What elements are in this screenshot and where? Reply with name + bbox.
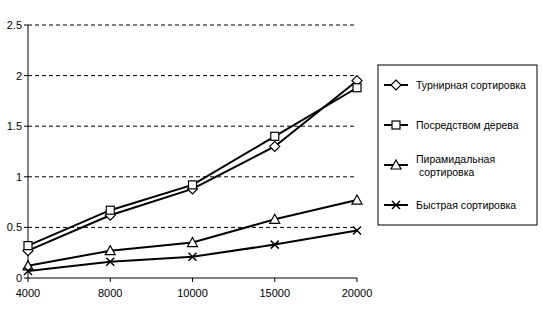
y-tick [24,126,28,127]
data-point [270,141,280,151]
y-tick [24,227,28,228]
x-tick [274,278,275,282]
data-point [188,238,198,247]
legend-marker [392,121,400,129]
x-tick-label: 15000 [259,287,290,299]
y-tick [24,176,28,177]
data-point [270,214,280,223]
y-tick [24,25,28,26]
data-point [106,206,114,214]
y-tick-label: 0.5 [7,221,22,233]
legend-box [378,65,537,225]
grid-line [28,176,357,177]
series-line [28,230,357,270]
data-point [106,258,114,266]
legend-marker [392,201,400,209]
y-axis [28,25,29,278]
x-tick-label: 20000 [342,287,373,299]
y-tick-label: 1.5 [7,120,22,132]
data-point [24,242,32,250]
x-tick [28,278,29,282]
grid-line [28,227,357,228]
y-tick-label: 2 [16,70,22,82]
data-point [24,267,32,275]
legend-marker [391,80,401,90]
y-tick [24,75,28,76]
grid-line [28,25,357,26]
x-tick [357,278,358,282]
data-point [271,241,279,249]
data-point [189,181,197,189]
data-point [353,84,361,92]
data-point [105,246,115,255]
legend-label: Посредством дерева [416,119,519,131]
y-tick-label: 2.5 [7,19,22,31]
data-point [271,132,279,140]
x-tick [192,278,193,282]
legend-label: Пирамидальная сортировка [416,153,495,178]
x-tick-label: 4000 [16,287,40,299]
plot-area [23,76,362,275]
x-tick [110,278,111,282]
series-line [28,200,357,266]
y-tick [24,278,28,279]
legend-marker [391,160,401,169]
data-point [23,261,33,270]
legend-label: Турнирная сортировка [416,79,526,91]
data-point [189,253,197,261]
y-tick-label: 1 [16,171,22,183]
y-tick-label: 0 [16,272,22,284]
legend: Турнирная сортировка Посредством дерева Пи… [378,65,537,225]
x-tick-label: 10000 [177,287,208,299]
grid-line [28,126,357,127]
chart: 0 0.5 1 1.5 2 2.5 4000 8000 10000 15000 20000 Турни… [0,0,543,321]
series-line [28,88,357,246]
data-point [353,226,361,234]
data-point [352,195,362,204]
legend-label: Быстрая сортировка [416,199,516,211]
x-tick-label: 8000 [98,287,122,299]
grid-line [28,75,357,76]
series-line [28,81,357,251]
